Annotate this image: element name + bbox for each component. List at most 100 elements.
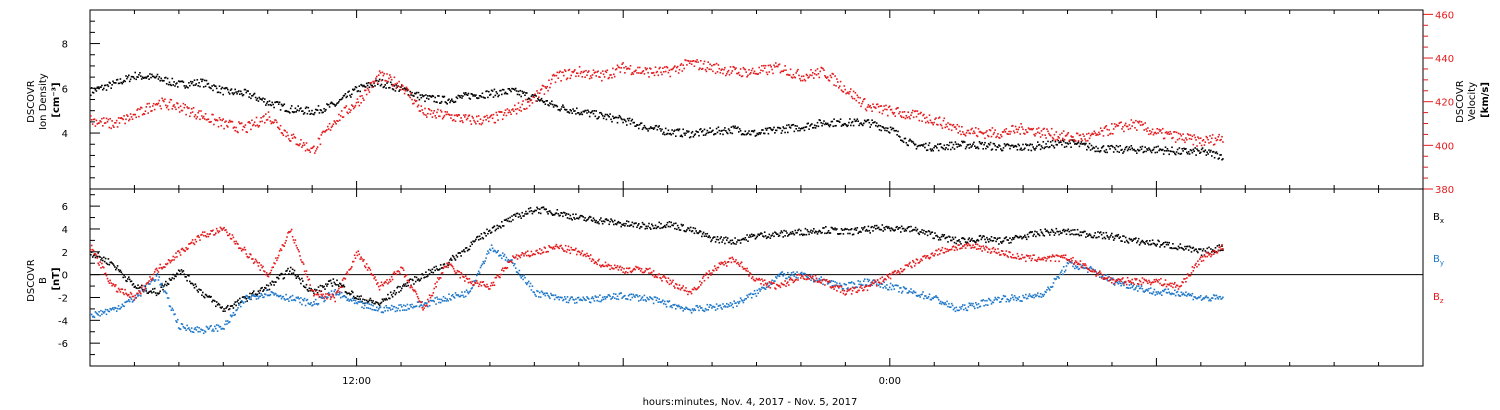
y-tick-label: 440	[1435, 54, 1454, 65]
bx-point	[483, 231, 485, 234]
density-point	[138, 74, 140, 76]
density-point	[464, 93, 466, 96]
bx-point	[1035, 235, 1037, 238]
bx-point	[1158, 240, 1160, 243]
velocity-point	[487, 117, 489, 119]
velocity-point	[569, 77, 572, 80]
density-point	[181, 80, 184, 82]
density-point	[286, 110, 288, 113]
density-point	[624, 119, 626, 121]
bx-point	[391, 296, 394, 298]
density-point	[1185, 148, 1187, 150]
velocity-point	[491, 117, 494, 120]
by-point	[326, 296, 328, 298]
density-point	[679, 135, 682, 137]
velocity-point	[215, 119, 217, 122]
velocity-point	[258, 125, 261, 127]
by-point	[846, 288, 848, 290]
density-point	[314, 111, 316, 114]
bx-point	[229, 305, 232, 307]
velocity-point	[974, 132, 976, 134]
velocity-point	[295, 143, 298, 146]
by-point	[523, 274, 525, 277]
by-point	[131, 301, 134, 303]
bx-point	[476, 235, 479, 238]
bx-point	[966, 241, 969, 244]
bx-point	[1063, 230, 1066, 233]
velocity-point	[718, 67, 721, 70]
by-point	[702, 309, 705, 312]
by-point	[1033, 296, 1035, 299]
velocity-point	[343, 106, 346, 109]
density-point	[1083, 142, 1085, 145]
bx-point	[1027, 236, 1030, 238]
by-point	[522, 278, 524, 281]
velocity-point	[1137, 120, 1139, 123]
by-point	[751, 293, 754, 295]
bx-point	[974, 241, 976, 243]
velocity-point	[955, 128, 958, 130]
density-point	[819, 119, 821, 122]
bx-point	[751, 235, 754, 237]
velocity-point	[1015, 128, 1018, 131]
bx-point	[516, 212, 519, 215]
bx-point	[876, 227, 879, 229]
density-point	[1165, 150, 1168, 152]
density-point	[937, 149, 940, 152]
bx-point	[712, 237, 714, 239]
density-point	[765, 129, 768, 131]
by-point	[874, 281, 876, 283]
by-point	[627, 294, 630, 297]
density-point	[887, 131, 890, 133]
density-point	[494, 94, 497, 97]
velocity-point	[1186, 133, 1189, 135]
velocity-point	[312, 146, 314, 149]
by-point	[1049, 286, 1052, 288]
bx-point	[204, 293, 207, 296]
bx-point	[515, 212, 518, 215]
velocity-point	[721, 68, 723, 70]
velocity-point	[885, 104, 887, 107]
bx-point	[811, 232, 813, 234]
density-point	[562, 104, 564, 106]
velocity-point	[747, 74, 749, 77]
density-point	[909, 138, 911, 141]
bx-point	[1054, 232, 1057, 234]
velocity-point	[1049, 134, 1052, 137]
bx-point	[1136, 241, 1138, 244]
bx-point	[718, 241, 721, 244]
velocity-point	[297, 144, 299, 146]
density-point	[944, 148, 946, 151]
bx-point	[223, 308, 225, 310]
by-point	[385, 305, 387, 307]
density-point	[763, 132, 766, 135]
density-point	[581, 113, 584, 116]
by-point	[316, 303, 319, 306]
density-point	[597, 117, 599, 120]
density-point	[1024, 147, 1026, 150]
by-point	[1087, 271, 1089, 273]
velocity-point	[848, 92, 850, 95]
by-point	[701, 309, 704, 311]
bx-point	[132, 283, 135, 285]
velocity-point	[316, 146, 319, 148]
by-point	[550, 292, 552, 295]
bx-point	[404, 283, 407, 285]
by-point	[786, 277, 788, 280]
bx-point	[299, 278, 301, 281]
bx-point	[773, 235, 775, 238]
density-point	[1208, 149, 1210, 151]
density-point	[734, 125, 736, 128]
bx-point	[705, 235, 708, 237]
density-point	[1175, 151, 1178, 153]
by-point	[623, 295, 625, 297]
velocity-point	[626, 67, 629, 70]
velocity-point	[1098, 131, 1100, 134]
bx-point	[178, 270, 181, 272]
density-point	[589, 112, 592, 114]
bx-point	[324, 288, 326, 290]
by-point	[1126, 286, 1129, 289]
by-point	[1116, 281, 1119, 284]
by-point	[264, 293, 266, 295]
velocity-point	[434, 115, 436, 117]
